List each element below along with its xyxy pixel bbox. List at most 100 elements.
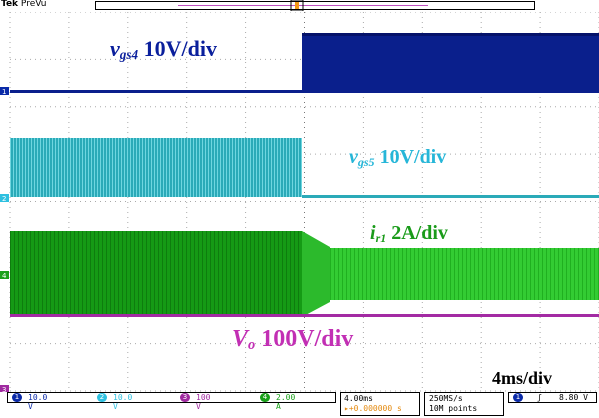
ch2-stripe — [184, 138, 185, 197]
acquisition-readout[interactable]: 250MS/s 10M points — [424, 392, 504, 416]
ch2-stripe — [259, 138, 260, 197]
ch4r-stripe — [342, 248, 343, 300]
ch4-stripe — [294, 231, 295, 316]
ch2-stripe — [58, 138, 59, 197]
ch4-stripe — [290, 231, 291, 316]
ch2-stripe — [238, 138, 239, 197]
ch4-stripe — [114, 231, 115, 316]
ch3-scale: 100 V — [196, 393, 211, 411]
ch4-stripe — [150, 231, 151, 316]
ch4r-stripe — [594, 248, 595, 300]
ch4-stripe — [222, 231, 223, 316]
ch2-stripe — [130, 138, 131, 197]
ch4r-stripe — [466, 248, 467, 300]
ch4-badge: 4 — [260, 393, 270, 402]
ch4r-stripe — [346, 248, 347, 300]
ch4r-stripe — [382, 248, 383, 300]
trigger-readout[interactable]: 1 ʃ 8.80 V — [508, 392, 597, 403]
ch2-stripe — [208, 138, 209, 197]
ch4-ground-marker[interactable]: 4 — [0, 271, 9, 280]
label-vo: Vo 100V/div — [232, 326, 354, 353]
ch2-stripe — [136, 138, 137, 197]
ch4r-stripe — [410, 248, 411, 300]
ch2-trace-switching — [10, 138, 302, 197]
ch2-ground-marker[interactable]: 2 — [0, 194, 9, 203]
horizontal-readout[interactable]: 4.00ms ▸+0.000000 s — [340, 392, 420, 416]
ch2-stripe — [28, 138, 29, 197]
ch4-stripe — [238, 231, 239, 316]
ch4-stripe — [74, 231, 75, 316]
ch2-stripes — [10, 138, 302, 197]
ch4-stripe — [230, 231, 231, 316]
ch2-stripe — [181, 138, 182, 197]
ch4-stripe — [138, 231, 139, 316]
ch4r-stripe — [482, 248, 483, 300]
ch4-stripe — [214, 231, 215, 316]
traces — [10, 33, 599, 317]
ch2-stripe — [229, 138, 230, 197]
ch1-ground-marker[interactable]: 1 — [0, 87, 9, 96]
ch4-stripe — [50, 231, 51, 316]
ch4-stripe — [254, 231, 255, 316]
ch2-stripe — [52, 138, 53, 197]
ch4-stripe — [162, 231, 163, 316]
ch2-stripe — [16, 138, 17, 197]
ch2-stripe — [211, 138, 212, 197]
ch4r-stripe — [334, 248, 335, 300]
ch2-stripe — [274, 138, 275, 197]
ch4r-stripe — [370, 248, 371, 300]
ch2-stripe — [34, 138, 35, 197]
ch3-ground-marker[interactable]: 3 — [0, 385, 9, 392]
ch2-stripe — [175, 138, 176, 197]
ch4r-stripe — [474, 248, 475, 300]
ch3-trace — [10, 314, 599, 317]
horizontal-position: ▸+0.000000 s — [344, 404, 402, 413]
trigger-position-icon[interactable] — [289, 0, 305, 11]
ch2-badge: 2 — [97, 393, 107, 402]
ch4r-stripe — [362, 248, 363, 300]
ch2-stripe — [187, 138, 188, 197]
ch1-trace-low — [10, 90, 302, 93]
ch2-stripe — [124, 138, 125, 197]
ch4r-stripe — [434, 248, 435, 300]
ch4r-stripe — [570, 248, 571, 300]
ch4-stripe — [286, 231, 287, 316]
ch2-stripe — [223, 138, 224, 197]
ch4-stripe — [270, 231, 271, 316]
ch4-stripe — [134, 231, 135, 316]
ch2-stripe — [253, 138, 254, 197]
ch2-stripe — [61, 138, 62, 197]
ch4r-stripe — [510, 248, 511, 300]
ch4-stripe — [106, 231, 107, 316]
ch4-stripe — [90, 231, 91, 316]
ch4r-stripe — [358, 248, 359, 300]
ch4r-stripe — [446, 248, 447, 300]
ch2-stripe — [256, 138, 257, 197]
ch2-stripe — [43, 138, 44, 197]
ch4-stripe — [266, 231, 267, 316]
ch4r-stripe — [526, 248, 527, 300]
ch2-stripe — [217, 138, 218, 197]
ch2-stripe — [283, 138, 284, 197]
ch4-stripe — [282, 231, 283, 316]
ch2-stripe — [64, 138, 65, 197]
ch4r-stripe — [330, 248, 331, 300]
ch4-stripe — [34, 231, 35, 316]
ch2-stripe — [235, 138, 236, 197]
ch4r-stripe — [522, 248, 523, 300]
ch4-stripe — [190, 231, 191, 316]
ch4-stripe — [18, 231, 19, 316]
ch2-stripe — [79, 138, 80, 197]
ch2-stripe — [145, 138, 146, 197]
ch4r-stripe — [590, 248, 591, 300]
ch4-stripe — [62, 231, 63, 316]
ch4-stripe — [174, 231, 175, 316]
ch2-stripe — [157, 138, 158, 197]
ch2-stripe — [286, 138, 287, 197]
ch4-stripe — [182, 231, 183, 316]
ch2-stripe — [46, 138, 47, 197]
ch4r-stripe — [566, 248, 567, 300]
ch2-stripe — [265, 138, 266, 197]
ch2-stripe — [277, 138, 278, 197]
